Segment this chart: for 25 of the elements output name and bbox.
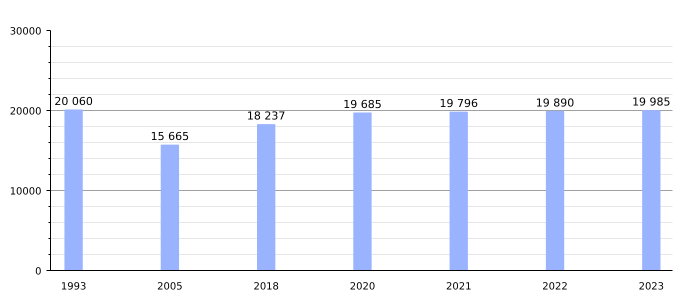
bar: [546, 110, 564, 270]
bar: [353, 112, 372, 270]
x-tick-label: 2020: [350, 282, 376, 292]
data-label: 20 060: [54, 95, 93, 108]
data-label: 19 890: [536, 96, 574, 110]
bar: [64, 110, 83, 270]
y-tick-label: 10000: [10, 186, 42, 198]
x-tick-label: 2021: [446, 282, 472, 292]
y-tick-label: 30000: [10, 26, 42, 38]
data-label: 18 237: [246, 110, 286, 123]
bar: [257, 124, 276, 270]
x-tick-label: 2018: [253, 282, 279, 292]
data-label: 15 665: [150, 130, 190, 144]
x-tick-label: 1993: [60, 282, 86, 292]
x-tick-label: 2023: [638, 282, 664, 292]
x-tick-label: 2022: [542, 282, 568, 292]
data-label: 19 985: [632, 96, 671, 109]
bar: [450, 112, 468, 270]
data-label: 19 796: [440, 97, 478, 110]
bar: [642, 110, 660, 270]
y-tick-label: 20000: [10, 106, 42, 118]
y-tick-label: 0: [35, 266, 42, 278]
data-label: 19 685: [343, 98, 382, 112]
x-tick-label: 2005: [157, 282, 183, 292]
bar: [160, 144, 180, 270]
